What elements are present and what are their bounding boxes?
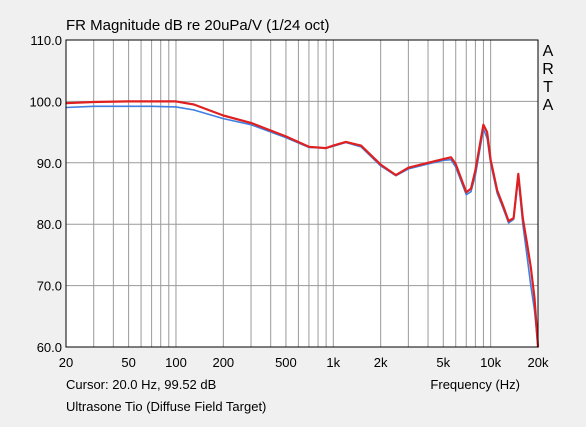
data-point bbox=[526, 241, 528, 244]
data-point bbox=[526, 254, 528, 256]
data-point bbox=[455, 163, 457, 165]
x-tick-label: 20 bbox=[59, 355, 73, 370]
data-point bbox=[470, 190, 472, 193]
y-tick-label: 70.0 bbox=[37, 279, 62, 294]
data-point bbox=[250, 124, 252, 126]
series-layer bbox=[65, 100, 540, 348]
data-point bbox=[222, 114, 225, 117]
data-point bbox=[507, 222, 510, 224]
data-point bbox=[533, 297, 536, 299]
data-point bbox=[489, 159, 492, 161]
data-point bbox=[127, 100, 130, 103]
watermark-letter: R bbox=[542, 61, 554, 78]
data-point bbox=[512, 217, 515, 219]
data-point bbox=[193, 103, 195, 106]
data-point bbox=[474, 169, 477, 171]
data-point bbox=[175, 100, 177, 103]
y-tick-label: 100.0 bbox=[29, 94, 62, 109]
data-point bbox=[517, 173, 520, 175]
data-point bbox=[345, 141, 347, 143]
data-point bbox=[193, 109, 195, 111]
watermark-letter: A bbox=[543, 97, 554, 114]
data-point bbox=[308, 146, 310, 148]
data-point bbox=[465, 194, 467, 196]
plot-border bbox=[65, 39, 539, 348]
data-point bbox=[522, 217, 524, 219]
data-point bbox=[127, 105, 130, 108]
data-point bbox=[395, 174, 397, 176]
x-axis-label: Frequency (Hz) bbox=[430, 377, 520, 392]
x-tick-label: 2k bbox=[374, 355, 388, 370]
data-point bbox=[150, 105, 153, 108]
x-tick-label: 1k bbox=[326, 355, 340, 370]
cursor-readout: Cursor: 20.0 Hz, 99.52 dB bbox=[66, 377, 216, 392]
data-point bbox=[530, 284, 532, 287]
data-point bbox=[150, 100, 153, 103]
plot-area[interactable] bbox=[66, 40, 538, 347]
data-point bbox=[332, 144, 335, 147]
data-point bbox=[470, 187, 472, 190]
x-tick-label: 50 bbox=[121, 355, 135, 370]
x-tick-label: 100 bbox=[165, 355, 187, 370]
data-point bbox=[250, 122, 252, 124]
data-point bbox=[442, 158, 444, 160]
data-point bbox=[407, 167, 410, 169]
chart-title: FR Magnitude dB re 20uPa/V (1/24 oct) bbox=[66, 17, 329, 34]
y-tick-label: 80.0 bbox=[37, 217, 62, 232]
data-point bbox=[507, 220, 510, 222]
data-point bbox=[482, 124, 485, 126]
x-tick-label: 10k bbox=[480, 355, 501, 370]
data-point bbox=[502, 205, 504, 207]
data-point bbox=[93, 101, 95, 103]
chart-caption: Ultrasone Tio (Diffuse Field Target) bbox=[66, 399, 266, 414]
data-point bbox=[325, 147, 327, 149]
data-point bbox=[465, 191, 467, 193]
data-point bbox=[427, 162, 429, 164]
grid bbox=[66, 40, 538, 347]
data-point bbox=[175, 106, 177, 108]
data-point bbox=[496, 189, 498, 192]
x-tick-labels: 20 50 100 200 500 1k 2k 5k 10k 20k bbox=[59, 355, 549, 370]
watermark-letter: T bbox=[543, 79, 553, 96]
y-tick-label: 110.0 bbox=[30, 33, 62, 48]
data-point bbox=[530, 266, 532, 268]
data-point bbox=[222, 117, 225, 120]
x-tick-label: 500 bbox=[275, 355, 297, 370]
data-point bbox=[360, 144, 362, 147]
y-tick-label: 60.0 bbox=[37, 340, 62, 355]
data-point bbox=[93, 105, 95, 108]
x-tick-label: 5k bbox=[436, 355, 450, 370]
x-tick-label: 20k bbox=[528, 355, 549, 370]
y-tick-labels: 110.0 100.0 90.0 80.0 70.0 60.0 bbox=[29, 33, 62, 355]
x-tick-label: 200 bbox=[212, 355, 234, 370]
data-point bbox=[285, 135, 287, 138]
y-tick-label: 90.0 bbox=[37, 156, 62, 171]
data-point bbox=[486, 131, 488, 133]
watermark-letter: A bbox=[543, 43, 554, 60]
data-point bbox=[379, 163, 382, 166]
data-point bbox=[450, 156, 452, 158]
series-points-2 bbox=[65, 100, 539, 348]
